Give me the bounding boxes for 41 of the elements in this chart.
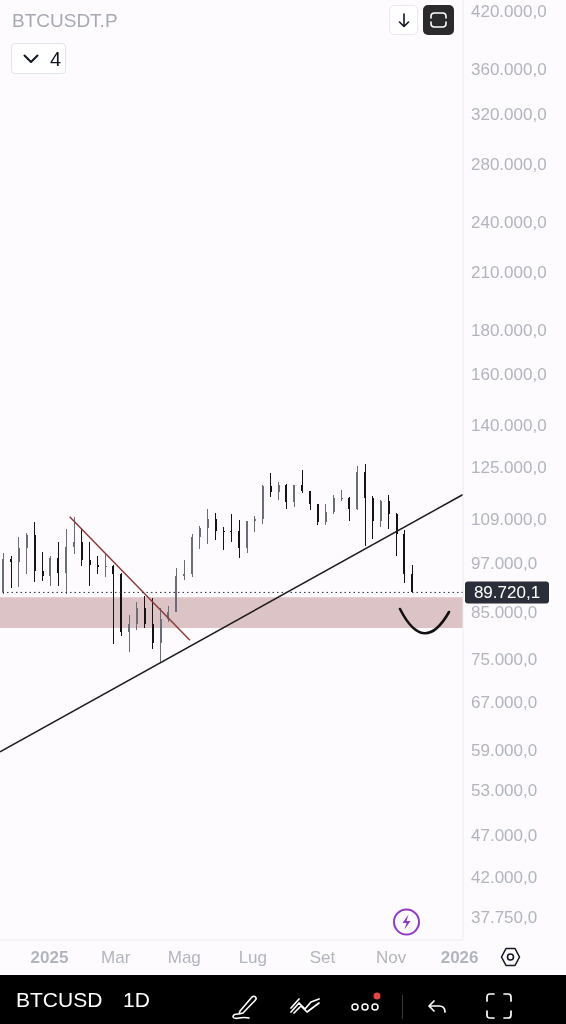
y-tick-label: 160.000,0 bbox=[471, 365, 547, 385]
x-tick-label: Mag bbox=[167, 947, 201, 967]
y-tick-label: 59.000,0 bbox=[471, 740, 538, 760]
y-tick-label: 320.000,0 bbox=[471, 104, 547, 124]
y-tick-label: 180.000,0 bbox=[471, 321, 547, 341]
text: BTCUSDT.P bbox=[12, 9, 118, 33]
y-tick-label: 37.750,0 bbox=[471, 908, 538, 928]
y-tick-label: 53.000,0 bbox=[471, 780, 538, 800]
y-tick-label: 240.000,0 bbox=[471, 212, 547, 232]
x-tick-label: Lug bbox=[238, 947, 268, 967]
y-tick-label: 140.000,0 bbox=[471, 415, 547, 435]
y-tick-label: 75.000,0 bbox=[471, 650, 538, 670]
dropdown-button: 4 bbox=[11, 43, 66, 74]
y-tick-label: 360.000,0 bbox=[471, 60, 547, 80]
candlestick bbox=[230, 514, 233, 542]
candlestick bbox=[10, 555, 13, 588]
x-tick-label: Mar bbox=[101, 947, 131, 967]
y-tick-label: 97.000,0 bbox=[471, 553, 538, 573]
candlestick bbox=[183, 559, 186, 580]
x-tick-label: 2025 bbox=[30, 947, 69, 967]
y-tick-label: 109.000,0 bbox=[471, 509, 547, 529]
text: 1D bbox=[123, 987, 150, 1013]
y-tick-label: 125.000,0 bbox=[471, 458, 547, 478]
text: BTCUSD bbox=[16, 987, 103, 1013]
x-tick-label: 2026 bbox=[440, 947, 479, 967]
candlestick bbox=[222, 526, 225, 551]
y-tick-label: 47.000,0 bbox=[471, 826, 538, 846]
annotation: 4 bbox=[50, 47, 62, 71]
x-tick-label: Nov bbox=[375, 947, 407, 967]
candlestick bbox=[340, 489, 343, 502]
y-tick-label: 210.000,0 bbox=[471, 263, 547, 283]
ref-line-label: 89.720,1 bbox=[473, 582, 541, 602]
candlestick bbox=[17, 537, 20, 588]
y-tick-label: 420.000,0 bbox=[471, 2, 547, 22]
y-tick-label: 85.000,0 bbox=[471, 603, 538, 623]
y-tick-label: 42.000,0 bbox=[471, 868, 538, 888]
candlestick bbox=[135, 602, 138, 630]
y-tick-label: 67.000,0 bbox=[471, 692, 538, 712]
x-tick-label: Set bbox=[309, 947, 336, 967]
candlestick bbox=[112, 565, 115, 645]
y-tick-label: 280.000,0 bbox=[471, 154, 547, 174]
